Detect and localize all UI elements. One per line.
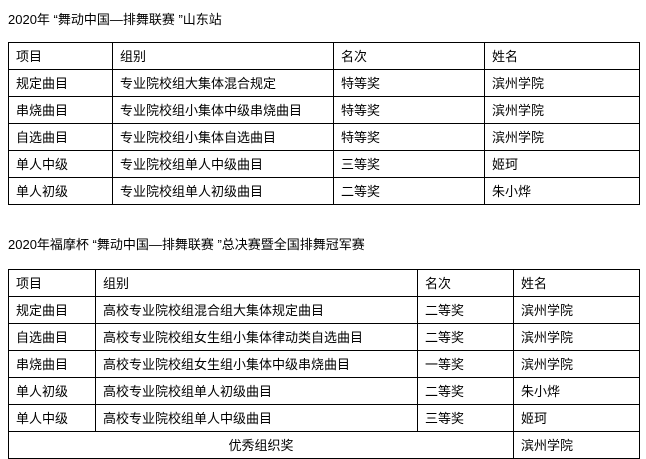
cell-event: 规定曲目 (8, 296, 96, 324)
column-header-name: 姓名 (484, 42, 640, 70)
cell-rank: 三等奖 (333, 150, 485, 178)
awards-table-shandong: 项目 组别 名次 姓名 规定曲目 专业院校组大集体混合规定 特等奖 滨州学院 串烧曲目 专业院校组… (8, 42, 640, 205)
cell-name: 滨州学院 (513, 350, 640, 378)
cell-name: 滨州学院 (513, 431, 640, 459)
table-row: 单人初级 高校专业院校组单人初级曲目 二等奖 朱小烨 (8, 377, 640, 405)
cell-event: 串烧曲目 (8, 350, 96, 378)
header-row: 项目 组别 名次 姓名 (8, 269, 640, 297)
cell-group: 专业院校组小集体自选曲目 (112, 123, 334, 151)
cell-name: 滨州学院 (513, 323, 640, 351)
cell-name: 滨州学院 (484, 123, 640, 151)
awards-table-national-finals: 项目 组别 名次 姓名 规定曲目 高校专业院校组混合组大集体规定曲目 二等奖 滨州学院 自选曲目… (8, 269, 640, 459)
column-header-rank: 名次 (417, 269, 514, 297)
cell-event: 单人初级 (8, 377, 96, 405)
cell-name: 滨州学院 (484, 69, 640, 97)
cell-event: 规定曲目 (8, 69, 113, 97)
table-row: 串烧曲目 高校专业院校组女生组小集体中级串烧曲目 一等奖 滨州学院 (8, 350, 640, 378)
cell-group: 高校专业院校组女生组小集体律动类自选曲目 (95, 323, 418, 351)
column-header-name: 姓名 (513, 269, 640, 297)
cell-name: 朱小烨 (484, 177, 640, 205)
cell-group: 专业院校组小集体中级串烧曲目 (112, 96, 334, 124)
cell-rank: 二等奖 (417, 323, 514, 351)
column-header-event: 项目 (8, 42, 113, 70)
cell-rank: 特等奖 (333, 96, 485, 124)
table-row: 规定曲目 高校专业院校组混合组大集体规定曲目 二等奖 滨州学院 (8, 296, 640, 324)
cell-name: 姬珂 (513, 404, 640, 432)
cell-name: 滨州学院 (513, 296, 640, 324)
cell-name: 滨州学院 (484, 96, 640, 124)
cell-rank: 三等奖 (417, 404, 514, 432)
cell-group: 高校专业院校组女生组小集体中级串烧曲目 (95, 350, 418, 378)
cell-rank: 特等奖 (333, 69, 485, 97)
table-row: 规定曲目 专业院校组大集体混合规定 特等奖 滨州学院 (8, 69, 640, 97)
table-row: 串烧曲目 专业院校组小集体中级串烧曲目 特等奖 滨州学院 (8, 96, 640, 124)
table-row: 单人中级 专业院校组单人中级曲目 三等奖 姬珂 (8, 150, 640, 178)
column-header-event: 项目 (8, 269, 96, 297)
national-finals-title: 2020年福摩杯 “舞动中国—排舞联赛 ”总决赛暨全国排舞冠军赛 (8, 237, 365, 252)
cell-merged-award: 优秀组织奖 (8, 431, 514, 459)
cell-group: 专业院校组单人初级曲目 (112, 177, 334, 205)
cell-rank: 一等奖 (417, 350, 514, 378)
table-row: 单人中级 高校专业院校组单人中级曲目 三等奖 姬珂 (8, 404, 640, 432)
cell-group: 高校专业院校组单人初级曲目 (95, 377, 418, 405)
shandong-station-title: 2020年 “舞动中国—排舞联赛 ”山东站 (8, 12, 222, 27)
cell-group: 专业院校组大集体混合规定 (112, 69, 334, 97)
cell-group: 专业院校组单人中级曲目 (112, 150, 334, 178)
cell-rank: 特等奖 (333, 123, 485, 151)
cell-event: 串烧曲目 (8, 96, 113, 124)
column-header-group: 组别 (112, 42, 334, 70)
cell-rank: 二等奖 (333, 177, 485, 205)
column-header-group: 组别 (95, 269, 418, 297)
cell-event: 自选曲目 (8, 323, 96, 351)
cell-rank: 二等奖 (417, 377, 514, 405)
cell-rank: 二等奖 (417, 296, 514, 324)
cell-group: 高校专业院校组单人中级曲目 (95, 404, 418, 432)
cell-event: 单人中级 (8, 150, 113, 178)
cell-event: 自选曲目 (8, 123, 113, 151)
table-row: 自选曲目 专业院校组小集体自选曲目 特等奖 滨州学院 (8, 123, 640, 151)
cell-name: 朱小烨 (513, 377, 640, 405)
cell-group: 高校专业院校组混合组大集体规定曲目 (95, 296, 418, 324)
table-row: 单人初级 专业院校组单人初级曲目 二等奖 朱小烨 (8, 177, 640, 205)
cell-name: 姬珂 (484, 150, 640, 178)
cell-event: 单人中级 (8, 404, 96, 432)
cell-event: 单人初级 (8, 177, 113, 205)
table-row: 自选曲目 高校专业院校组女生组小集体律动类自选曲目 二等奖 滨州学院 (8, 323, 640, 351)
header-row: 项目 组别 名次 姓名 (8, 42, 640, 70)
column-header-rank: 名次 (333, 42, 485, 70)
footer-row: 优秀组织奖 滨州学院 (8, 431, 640, 459)
